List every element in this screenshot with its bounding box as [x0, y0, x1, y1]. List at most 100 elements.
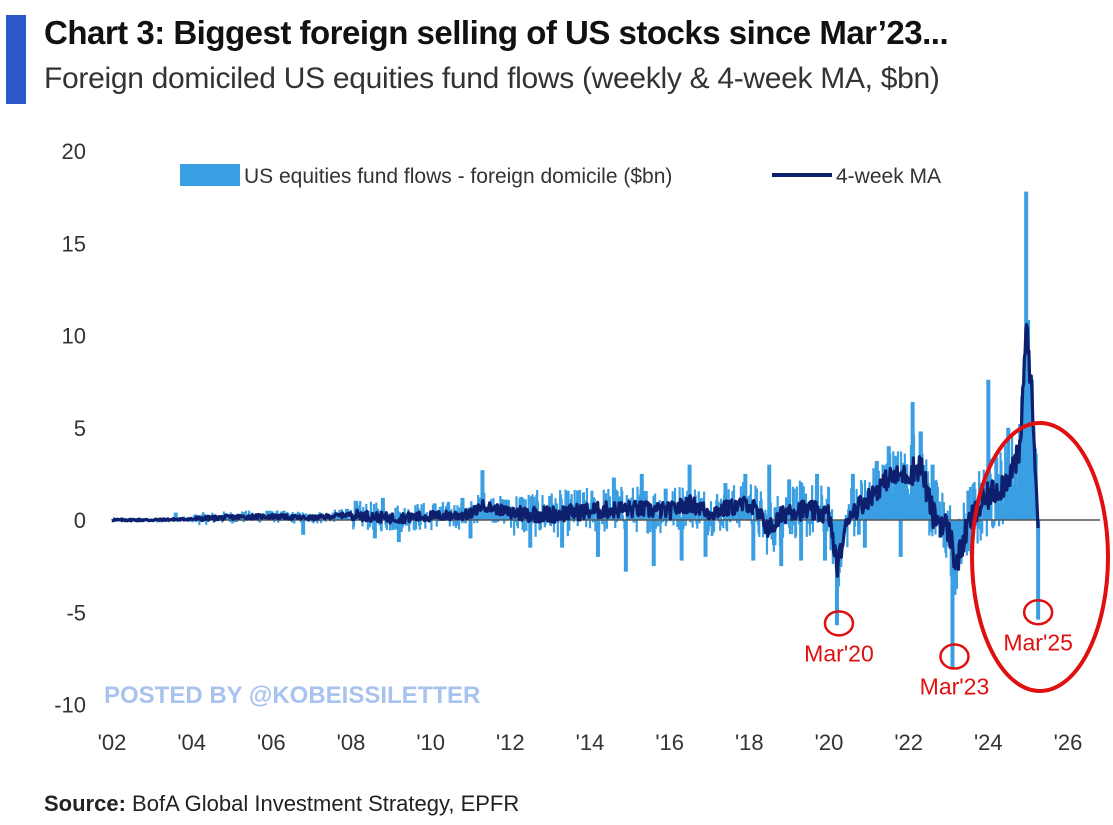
weekly-bar [435, 520, 438, 527]
y-tick-label: 10 [62, 324, 86, 349]
weekly-bar [560, 520, 565, 548]
weekly-bar [419, 520, 422, 525]
weekly-bar [709, 520, 712, 527]
weekly-bar [788, 520, 792, 535]
weekly-bar [993, 520, 996, 526]
title-accent-bar [6, 15, 26, 104]
weekly-bar [639, 473, 644, 520]
weekly-bar [680, 517, 683, 520]
weekly-bar [394, 507, 397, 520]
weekly-bar [942, 502, 946, 520]
weekly-bar [997, 520, 1001, 527]
weekly-bar [657, 520, 660, 527]
weekly-bar [1006, 427, 1011, 520]
weekly-bar [301, 520, 306, 535]
weekly-bar [676, 520, 679, 527]
weekly-bar [235, 520, 238, 522]
weekly-bar [930, 464, 935, 520]
weekly-bar [1032, 446, 1037, 520]
annotation-circle [823, 610, 855, 637]
weekly-bar [846, 520, 849, 548]
weekly-bar [324, 520, 327, 522]
weekly-bar [793, 488, 796, 520]
weekly-bar [448, 520, 451, 527]
weekly-bar [720, 520, 723, 526]
weekly-bar [811, 520, 815, 533]
weekly-bar [591, 520, 595, 523]
weekly-bar [396, 520, 401, 543]
weekly-bar [809, 506, 812, 520]
weekly-bar [536, 501, 540, 520]
weekly-bar [205, 520, 208, 525]
source-text: BofA Global Investment Strategy, EPFR [132, 791, 520, 816]
legend-swatch-bars [180, 164, 240, 186]
weekly-bar [576, 520, 579, 527]
weekly-bar [767, 464, 772, 520]
weekly-bar [503, 520, 506, 524]
weekly-bar [463, 520, 466, 523]
weekly-bar [483, 516, 487, 520]
weekly-bar [312, 520, 315, 524]
weekly-bar [963, 513, 966, 520]
weekly-bar [954, 520, 959, 568]
watermark-text: POSTED BY @KOBEISSILETTER [104, 682, 480, 709]
x-tick-label: '10 [416, 730, 445, 755]
weekly-bar [707, 520, 710, 532]
weekly-bar [408, 520, 411, 532]
weekly-bar [776, 495, 779, 520]
weekly-bar [359, 501, 362, 520]
weekly-bar [933, 480, 936, 520]
weekly-bar [603, 520, 606, 532]
weekly-bar [978, 483, 983, 520]
highlight-ellipse [970, 421, 1110, 693]
weekly-bar [534, 520, 537, 537]
x-tick-label: '18 [735, 730, 764, 755]
weekly-bar [480, 470, 485, 520]
weekly-bar [566, 520, 569, 537]
weekly-bar [654, 520, 657, 529]
weekly-bar [464, 520, 468, 524]
weekly-bar [808, 520, 811, 536]
weekly-bar [758, 520, 761, 538]
weekly-bar [855, 488, 858, 520]
weekly-bar [621, 515, 625, 520]
weekly-bar [556, 520, 559, 538]
weekly-bar [898, 520, 903, 557]
x-tick-label: '22 [894, 730, 923, 755]
weekly-bar [664, 520, 667, 527]
weekly-bar [691, 520, 694, 528]
weekly-bar [361, 520, 364, 527]
weekly-bar [950, 520, 955, 668]
weekly-bar [976, 520, 979, 544]
weekly-bar [853, 520, 856, 537]
weekly-bar [792, 520, 795, 526]
weekly-bar [892, 451, 895, 520]
x-tick-label: '02 [98, 730, 127, 755]
weekly-bar [455, 520, 458, 526]
weekly-bar [539, 520, 543, 529]
weekly-bar [460, 520, 464, 524]
weekly-bar [841, 520, 844, 541]
weekly-bar [684, 520, 687, 526]
weekly-bar [457, 520, 461, 530]
weekly-bar [352, 520, 356, 527]
weekly-bar [156, 520, 159, 523]
weekly-bar [722, 520, 725, 529]
weekly-bar [380, 520, 383, 532]
weekly-bar [529, 496, 533, 520]
weekly-bar [173, 512, 178, 520]
weekly-bar [632, 520, 635, 523]
weekly-bar [985, 520, 988, 537]
weekly-bar [422, 503, 425, 520]
weekly-bar [689, 520, 692, 523]
weekly-bar [552, 520, 556, 533]
source-label: Source: [44, 791, 126, 816]
weekly-bar [496, 513, 499, 520]
weekly-bar [687, 464, 692, 520]
weekly-bar [316, 520, 319, 524]
annotation-circle [939, 643, 970, 670]
weekly-bar [885, 463, 888, 520]
weekly-bar [527, 494, 530, 520]
annotation-label: Mar'23 [920, 674, 990, 700]
weekly-bar [221, 520, 224, 523]
